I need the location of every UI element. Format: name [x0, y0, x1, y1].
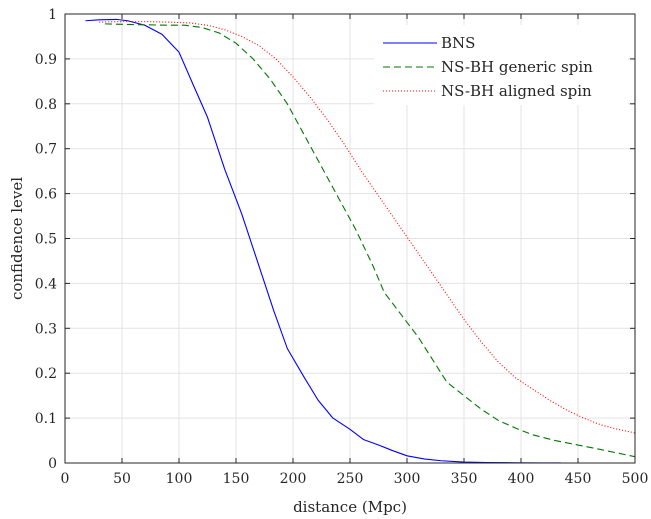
- y-tick-label: 0.5: [35, 232, 57, 248]
- x-tick-label: 250: [337, 471, 364, 487]
- legend-label-bns: BNS: [441, 34, 475, 52]
- x-tick-label: 400: [508, 471, 535, 487]
- x-tick-label: 50: [113, 471, 131, 487]
- y-tick-label: 0.6: [35, 187, 57, 203]
- x-tick-label: 100: [166, 471, 193, 487]
- x-tick-label: 200: [280, 471, 307, 487]
- y-tick-label: 1: [48, 7, 57, 23]
- y-tick-label: 0.7: [35, 142, 57, 158]
- y-axis-ticks: 0 0.1 0.2 0.3 0.4 0.5 0.6 0.7 0.8 0.9 1: [35, 7, 635, 472]
- legend-label-nsbh-generic: NS-BH generic spin: [441, 58, 593, 76]
- y-tick-label: 0.2: [35, 366, 57, 382]
- x-tick-label: 350: [451, 471, 478, 487]
- y-tick-label: 0.8: [35, 97, 57, 113]
- y-tick-label: 0.3: [35, 321, 57, 337]
- y-tick-label: 0.9: [35, 52, 57, 68]
- x-tick-label: 500: [622, 471, 649, 487]
- legend-box: [374, 25, 628, 105]
- x-tick-label: 150: [223, 471, 250, 487]
- x-tick-label: 300: [394, 471, 421, 487]
- y-axis-label: confidence level: [8, 177, 26, 300]
- series-line-bns: [85, 18, 561, 464]
- series-layer: [85, 18, 636, 464]
- y-tick-label: 0.4: [35, 276, 57, 292]
- x-axis-ticks: 0 50 100 150 200 250 300 350 400 450 500: [61, 14, 649, 487]
- legend-label-nsbh-aligned: NS-BH aligned spin: [441, 82, 592, 100]
- series-line-nsbh-aligned: [99, 21, 636, 434]
- legend: BNS NS-BH generic spin NS-BH aligned spi…: [374, 25, 628, 105]
- x-axis-label: distance (Mpc): [293, 498, 407, 516]
- y-tick-label: 0: [48, 456, 57, 472]
- horizontal-gridlines: [65, 58, 635, 419]
- x-tick-label: 450: [565, 471, 592, 487]
- series-line-nsbh-generic: [104, 23, 636, 458]
- y-tick-label: 0.1: [35, 411, 57, 427]
- x-tick-label: 0: [61, 471, 70, 487]
